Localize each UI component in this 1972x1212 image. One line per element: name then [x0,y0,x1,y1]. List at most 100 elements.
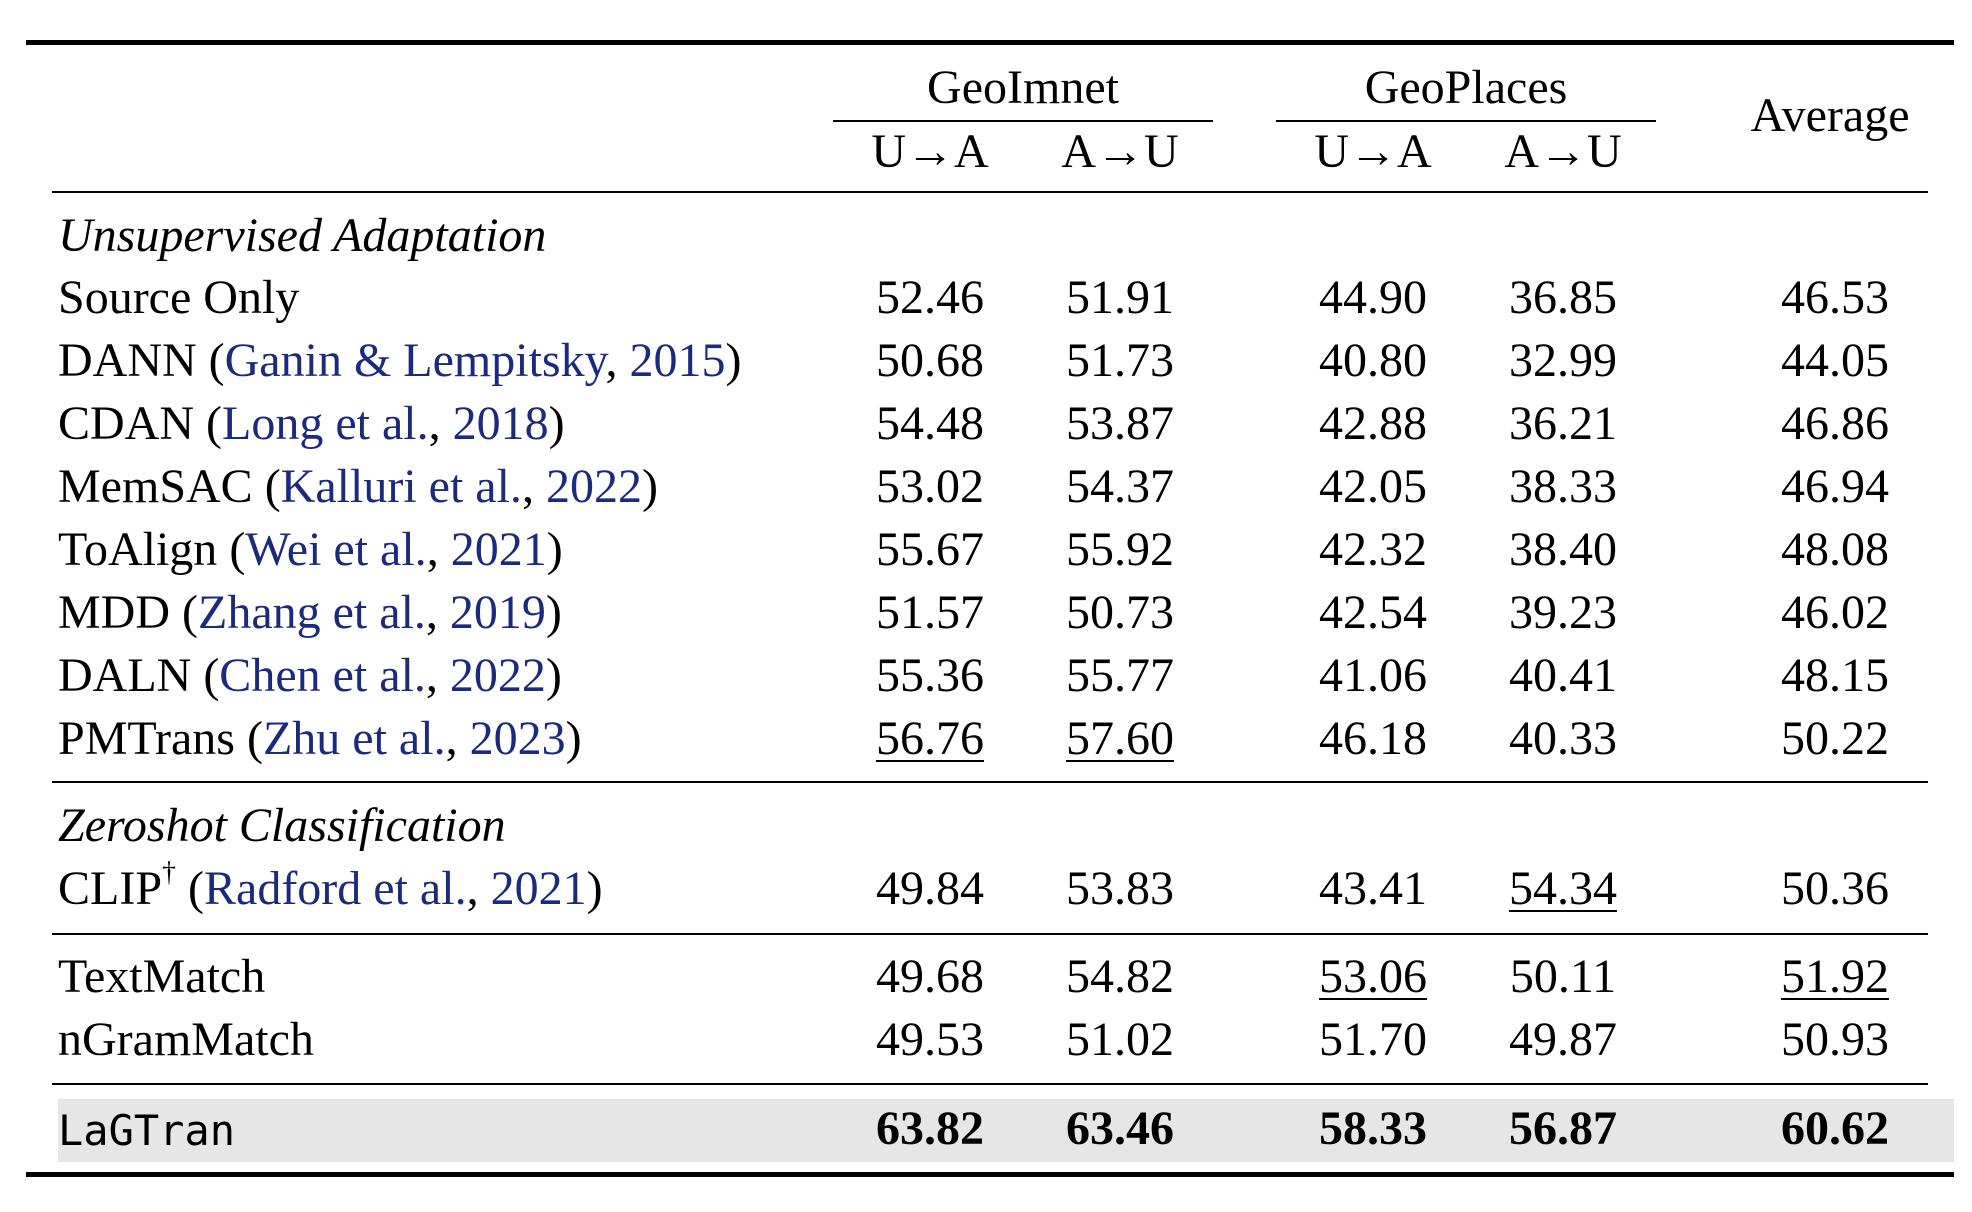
top-rule [26,40,1954,45]
cell-value: 44.90 [1319,271,1427,324]
cell-value: 46.53 [1781,271,1889,324]
header-rule [52,191,1928,193]
citation-year-link[interactable]: 2023 [469,712,566,765]
citation-year-link[interactable]: 2021 [490,862,587,915]
cell-value: 42.32 [1319,523,1427,576]
citation-year-link[interactable]: 2021 [450,523,547,576]
dagger-mark: † [162,857,177,888]
cell-value: 46.02 [1781,586,1889,639]
row-method-clip: CLIP† (Radford et al., 2021) [58,857,603,915]
citation-link[interactable]: Zhu et al. [262,712,446,765]
citation-year-link[interactable]: 2022 [449,649,546,702]
cell-value: 40.41 [1509,649,1617,702]
row-method-daln: DALN (Chen et al., 2022) [58,649,562,702]
row-method-lagtran: LaGTran [58,1106,236,1155]
section-rule [52,933,1928,935]
cell-value: 51.73 [1066,334,1174,387]
geoplaces-underline [1276,120,1656,122]
citation-year-link[interactable]: 2019 [449,586,546,639]
cell-value: 38.40 [1509,523,1617,576]
row-method-source-only: Source Only [58,271,300,324]
cell-value: 41.06 [1319,649,1427,702]
cell-value: 55.77 [1066,649,1174,702]
cell-value: 51.57 [876,586,984,639]
row-method-cdan: CDAN (Long et al., 2018) [58,397,565,450]
cell-value: 32.99 [1509,334,1617,387]
cell-value: 50.11 [1509,950,1617,1003]
cell-value: 40.80 [1319,334,1427,387]
cell-value: 46.18 [1319,712,1427,765]
highlight-row-background [58,1099,1954,1162]
cell-value: 55.67 [876,523,984,576]
cell-value: 49.53 [876,1013,984,1066]
cell-value-best: 63.82 [876,1102,984,1155]
section-rule [52,1083,1928,1085]
cell-value-underlined: 51.92 [1781,950,1889,1003]
cell-value: 48.08 [1781,523,1889,576]
row-method-toalign: ToAlign (Wei et al., 2021) [58,523,563,576]
cell-value-underlined: 56.76 [876,712,984,765]
citation-link[interactable]: Radford et al. [204,862,467,915]
cell-value: 54.37 [1066,460,1174,513]
cell-value: 50.73 [1066,586,1174,639]
citation-link[interactable]: Kalluri et al. [280,460,522,513]
citation-year-link[interactable]: 2022 [545,460,642,513]
row-method-memsac: MemSAC (Kalluri et al., 2022) [58,460,658,513]
cell-value-underlined: 54.34 [1509,862,1617,915]
subheader-geoplaces-au: A→U [1504,125,1622,178]
cell-value: 48.15 [1781,649,1889,702]
cell-value: 42.54 [1319,586,1427,639]
citation-year-link[interactable]: 2015 [629,334,726,387]
header-average: Average [1750,89,1910,142]
header-geoplaces: GeoPlaces [1364,61,1568,114]
cell-value-underlined: 53.06 [1319,950,1427,1003]
citation-link[interactable]: Chen et al. [219,649,426,702]
cell-value: 42.88 [1319,397,1427,450]
cell-value-best: 63.46 [1066,1102,1174,1155]
cell-value: 36.85 [1509,271,1617,324]
cell-value: 50.93 [1781,1013,1889,1066]
cell-value: 53.83 [1066,862,1174,915]
cell-value: 53.02 [876,460,984,513]
subheader-geoimnet-ua: U→A [871,125,989,178]
cell-value: 43.41 [1319,862,1427,915]
bottom-rule [26,1172,1954,1177]
cell-value-best: 58.33 [1319,1102,1427,1155]
citation-year-link[interactable]: 2018 [452,397,549,450]
cell-value: 50.36 [1781,862,1889,915]
cell-value: 55.36 [876,649,984,702]
cell-value: 53.87 [1066,397,1174,450]
row-method-mdd: MDD (Zhang et al., 2019) [58,586,562,639]
cell-value: 55.92 [1066,523,1174,576]
cell-value: 51.70 [1319,1013,1427,1066]
cell-value: 54.82 [1066,950,1174,1003]
cell-value: 50.22 [1781,712,1889,765]
citation-link[interactable]: Long et al. [222,397,429,450]
cell-value: 51.91 [1066,271,1174,324]
row-method-pmtrans: PMTrans (Zhu et al., 2023) [58,712,582,765]
section-zeroshot: Zeroshot Classification [58,799,506,852]
citation-link[interactable]: Ganin & Lempitsky [224,334,606,387]
cell-value: 39.23 [1509,586,1617,639]
subheader-geoplaces-ua: U→A [1314,125,1432,178]
header-geoimnet: GeoImnet [927,61,1119,114]
row-method-textmatch: TextMatch [58,950,266,1003]
citation-link[interactable]: Wei et al. [245,523,427,576]
cell-value: 49.84 [876,862,984,915]
geoimnet-underline [833,120,1213,122]
cell-value: 46.86 [1781,397,1889,450]
row-method-dann: DANN (Ganin & Lempitsky, 2015) [58,334,742,387]
cell-value: 40.33 [1509,712,1617,765]
cell-value: 44.05 [1781,334,1889,387]
cell-value: 42.05 [1319,460,1427,513]
cell-value: 52.46 [876,271,984,324]
cell-value: 38.33 [1509,460,1617,513]
citation-link[interactable]: Zhang et al. [198,586,426,639]
section-unsupervised: Unsupervised Adaptation [58,209,547,262]
cell-value: 50.68 [876,334,984,387]
cell-value: 51.02 [1066,1013,1174,1066]
cell-value-best: 56.87 [1509,1102,1617,1155]
cell-value: 49.87 [1509,1013,1617,1066]
section-rule [52,781,1928,783]
subheader-geoimnet-au: A→U [1061,125,1179,178]
